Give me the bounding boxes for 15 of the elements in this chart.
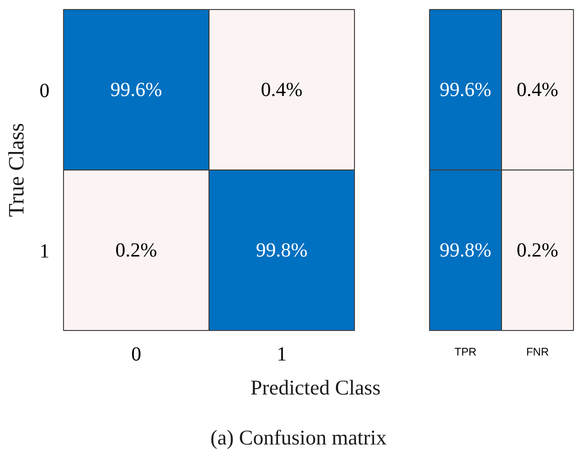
data-label: 0.2% — [115, 239, 158, 262]
x-tick-label: TPR — [454, 346, 477, 358]
x-axis-title: Predicted Class — [250, 376, 381, 400]
text: (a) Confusion matrix — [210, 426, 388, 450]
data-label: 0.4% — [260, 78, 303, 101]
data-label: 0.4% — [516, 78, 558, 101]
x-tick-label: FNR — [526, 346, 549, 358]
data-label: 0.2% — [516, 239, 558, 262]
data-label: 99.6% — [110, 78, 162, 101]
x-tick-label: 0 — [131, 344, 142, 366]
data-label: 99.6% — [440, 78, 492, 101]
y-axis-title: True Class — [4, 123, 28, 217]
x-tick-label: 1 — [276, 344, 287, 366]
data-label: 99.8% — [256, 239, 308, 262]
data-label: 99.8% — [440, 239, 492, 262]
